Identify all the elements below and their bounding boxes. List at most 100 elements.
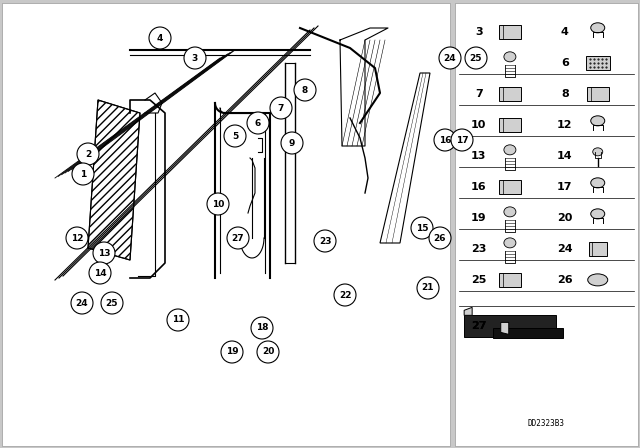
Text: 22: 22 <box>339 290 351 300</box>
Text: 10: 10 <box>471 120 486 130</box>
Circle shape <box>434 129 456 151</box>
Bar <box>455 3 638 446</box>
Bar <box>499 25 521 39</box>
Circle shape <box>66 227 88 249</box>
Text: 3: 3 <box>475 27 483 37</box>
Text: 6: 6 <box>561 58 569 68</box>
Text: 5: 5 <box>475 58 483 68</box>
Text: 17: 17 <box>456 135 468 145</box>
Text: 26: 26 <box>557 275 573 285</box>
Text: 9: 9 <box>289 138 295 147</box>
Bar <box>589 242 607 256</box>
Circle shape <box>247 112 269 134</box>
Text: 20: 20 <box>262 348 274 357</box>
Text: 5: 5 <box>232 132 238 141</box>
Ellipse shape <box>591 178 605 188</box>
Circle shape <box>314 230 336 252</box>
Bar <box>464 315 556 337</box>
Text: 13: 13 <box>98 249 110 258</box>
Circle shape <box>221 341 243 363</box>
Bar <box>499 180 521 194</box>
Circle shape <box>439 47 461 69</box>
Circle shape <box>451 129 473 151</box>
Ellipse shape <box>591 23 605 33</box>
Text: 3: 3 <box>192 53 198 63</box>
Text: 14: 14 <box>557 151 573 161</box>
Text: 16: 16 <box>439 135 451 145</box>
Circle shape <box>465 47 487 69</box>
Text: 25: 25 <box>471 275 486 285</box>
Text: 24: 24 <box>76 298 88 307</box>
Bar <box>586 56 610 70</box>
Circle shape <box>149 27 171 49</box>
Text: 20: 20 <box>557 213 573 223</box>
Circle shape <box>77 143 99 165</box>
Text: 15: 15 <box>416 224 428 233</box>
Circle shape <box>251 317 273 339</box>
Text: 6: 6 <box>255 119 261 128</box>
Bar <box>587 87 609 101</box>
Circle shape <box>72 163 94 185</box>
Circle shape <box>89 262 111 284</box>
Bar <box>2 3 450 446</box>
Text: 23: 23 <box>471 244 486 254</box>
Circle shape <box>281 132 303 154</box>
Polygon shape <box>464 307 472 315</box>
Text: 7: 7 <box>278 103 284 112</box>
Text: 21: 21 <box>422 284 435 293</box>
Ellipse shape <box>504 238 516 248</box>
Text: 19: 19 <box>471 213 486 223</box>
Text: 13: 13 <box>471 151 486 161</box>
Circle shape <box>227 227 249 249</box>
Polygon shape <box>500 323 509 334</box>
Circle shape <box>411 217 433 239</box>
Circle shape <box>334 284 356 306</box>
Ellipse shape <box>591 209 605 219</box>
Circle shape <box>184 47 206 69</box>
Text: DD2323B3: DD2323B3 <box>528 419 565 428</box>
Text: 27: 27 <box>471 321 486 332</box>
Bar <box>499 87 521 101</box>
Circle shape <box>101 292 123 314</box>
Circle shape <box>71 292 93 314</box>
Text: 27: 27 <box>471 321 486 332</box>
Circle shape <box>224 125 246 147</box>
Bar <box>499 273 521 287</box>
Text: 7: 7 <box>475 89 483 99</box>
Text: 23: 23 <box>319 237 332 246</box>
Ellipse shape <box>504 145 516 155</box>
Circle shape <box>93 242 115 264</box>
Text: 17: 17 <box>557 182 573 192</box>
Text: 24: 24 <box>444 53 456 63</box>
Circle shape <box>207 193 229 215</box>
Circle shape <box>270 97 292 119</box>
Text: 11: 11 <box>172 315 184 324</box>
Text: 25: 25 <box>106 298 118 307</box>
Text: 18: 18 <box>256 323 268 332</box>
Text: 25: 25 <box>470 53 483 63</box>
Text: 8: 8 <box>302 86 308 95</box>
Text: 12: 12 <box>557 120 573 130</box>
Text: 10: 10 <box>212 199 224 208</box>
Text: 24: 24 <box>557 244 573 254</box>
Circle shape <box>257 341 279 363</box>
Text: 4: 4 <box>561 27 569 37</box>
Ellipse shape <box>591 116 605 126</box>
Text: 26: 26 <box>434 233 446 242</box>
Text: 27: 27 <box>232 233 244 242</box>
Ellipse shape <box>593 148 603 156</box>
Circle shape <box>429 227 451 249</box>
Text: 4: 4 <box>157 34 163 43</box>
Text: 8: 8 <box>561 89 569 99</box>
Text: 2: 2 <box>85 150 91 159</box>
Ellipse shape <box>504 52 516 62</box>
Circle shape <box>167 309 189 331</box>
Bar <box>499 118 521 132</box>
Text: 19: 19 <box>226 348 238 357</box>
Circle shape <box>417 277 439 299</box>
Text: 16: 16 <box>471 182 486 192</box>
Text: 14: 14 <box>93 268 106 277</box>
Ellipse shape <box>588 274 608 286</box>
Bar <box>493 328 563 338</box>
Text: 1: 1 <box>80 169 86 178</box>
